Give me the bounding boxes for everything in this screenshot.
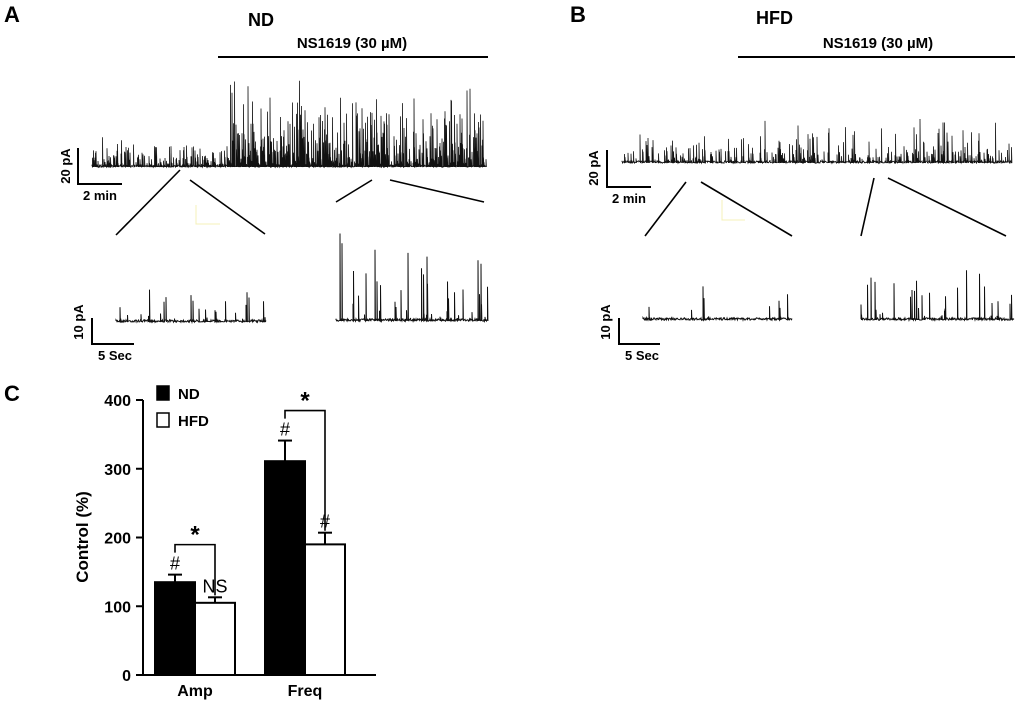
y-tick-label: 200 [104, 531, 131, 548]
panel-b: B HFD NS1619 (30 µM) 20 pA 2 min 10 pA 5… [570, 2, 1015, 363]
x-category-labels: Amp Freq [177, 683, 322, 700]
panel-a-zoom-line-1 [115, 169, 181, 236]
bar-nd-freq [264, 460, 306, 676]
x-category-label: Freq [288, 683, 323, 700]
panel-a-main-scale-y-label: 20 pA [58, 148, 73, 184]
legend-label-hfd: HFD [178, 413, 209, 430]
panel-b-title: HFD [756, 8, 793, 28]
panel-b-main-trace [621, 118, 1013, 165]
y-ticks [136, 399, 143, 676]
panel-b-main-scale-x-label: 2 min [612, 191, 646, 206]
panel-a-main-scale-bar [77, 148, 122, 185]
bar-nd-amp [154, 581, 196, 676]
legend: ND HFD [156, 385, 209, 430]
panel-b-zoom-scale-bar [618, 318, 660, 345]
panel-a-zoom-scale-y-label: 10 pA [71, 304, 86, 340]
panel-letter-c: C [4, 381, 20, 406]
y-tick-label: 300 [104, 462, 131, 479]
panel-b-zoom-line-3 [860, 177, 875, 237]
legend-swatch-nd [156, 385, 170, 401]
mark-nd-freq: # [280, 420, 290, 440]
panel-letter-a: A [4, 2, 20, 27]
panel-b-zoom-line-4 [887, 177, 1007, 237]
error-bars [168, 439, 332, 603]
panel-b-main-scale-y-label: 20 pA [586, 150, 601, 186]
panel-a-main-trace [91, 80, 487, 169]
panel-b-zoom-line-2 [700, 181, 793, 237]
mark-nd-amp: # [170, 554, 180, 574]
panel-b-main-scale-bar [606, 150, 651, 188]
panel-a-drug-label: NS1619 (30 µM) [297, 35, 407, 52]
panel-a-zoom-line-4 [389, 179, 485, 203]
panel-b-zoom-trace-control [642, 286, 793, 322]
y-tick-label: 100 [104, 599, 131, 616]
y-tick-labels: 0 100 200 300 400 [104, 393, 131, 685]
panel-a-title: ND [248, 10, 274, 30]
panel-b-faint-mark [721, 200, 745, 221]
panel-a-main-scale-x-label: 2 min [83, 188, 117, 203]
panel-a-zoom-scale-bar [91, 318, 134, 345]
x-category-label: Amp [177, 683, 213, 700]
y-tick-label: 0 [122, 668, 131, 685]
panel-b-drug-label: NS1619 (30 µM) [823, 35, 933, 52]
bar-hfd-freq [304, 543, 346, 676]
bracket-amp [174, 543, 216, 596]
panel-b-zoom-line-1 [644, 181, 687, 237]
panel-a-zoom-line-3 [335, 179, 373, 203]
comparison-brackets: ** [174, 388, 326, 596]
bracket-freq [284, 409, 326, 531]
panel-a-faint-mark [195, 205, 220, 225]
panel-a-zoom-scale-x-label: 5 Sec [98, 348, 132, 363]
significance-star-freq: * [300, 388, 310, 415]
legend-label-nd: ND [178, 386, 200, 403]
y-tick-label: 400 [104, 393, 131, 410]
panel-a-zoom-line-2 [189, 179, 266, 235]
panel-b-zoom-trace-drug [860, 270, 1015, 322]
panel-a-zoom-trace-control [115, 289, 267, 325]
legend-swatch-hfd [156, 412, 170, 428]
panel-b-zoom-scale-y-label: 10 pA [598, 304, 613, 340]
bars [154, 460, 346, 676]
significance-star-amp: * [190, 522, 200, 549]
panel-a-zoom-trace-drug [335, 233, 489, 324]
bar-hfd-amp [194, 601, 236, 676]
panel-b-zoom-scale-x-label: 5 Sec [625, 348, 659, 363]
panel-a: A ND NS1619 (30 µM) 20 pA 2 min 10 pA 5 … [4, 2, 489, 363]
panel-letter-b: B [570, 2, 586, 27]
y-axis-title: Control (%) [73, 491, 92, 583]
